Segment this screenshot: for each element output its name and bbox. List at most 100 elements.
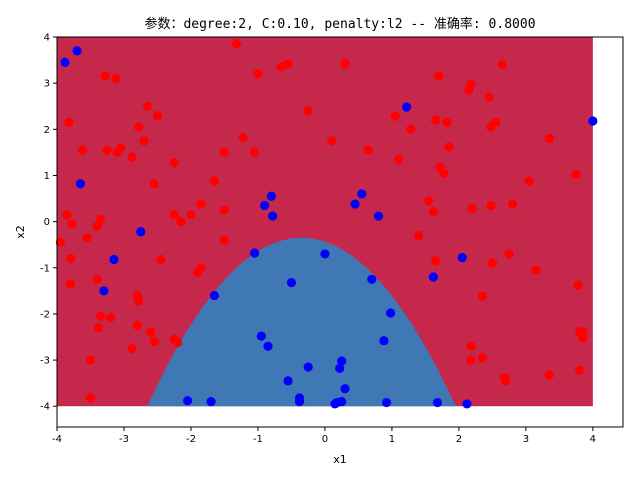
scatter-point-red (105, 313, 116, 323)
scatter-point-red (430, 256, 441, 266)
scatter-point-red (477, 291, 487, 301)
scatter-point-red (95, 311, 106, 321)
scatter-point-red (507, 199, 518, 209)
x-tick-label: -1 (253, 434, 263, 445)
scatter-point-red (169, 157, 179, 168)
scatter-point-blue (263, 341, 273, 351)
y-tick-label: 0 (44, 217, 50, 228)
scatter-point-red (466, 79, 476, 89)
scatter-point-red (444, 142, 454, 152)
scatter-point-blue (99, 286, 109, 296)
x-tick-label: -4 (52, 434, 62, 445)
scatter-point-red (249, 147, 260, 157)
scatter-point-red (55, 237, 65, 247)
scatter-point-red (92, 274, 102, 284)
scatter-point-blue (373, 211, 384, 221)
scatter-point-red (92, 221, 102, 231)
scatter-point-red (142, 101, 153, 111)
x-tick-label: -3 (119, 434, 129, 445)
scatter-point-red (127, 152, 137, 162)
scatter-point-blue (350, 199, 360, 209)
scatter-point-blue (462, 399, 472, 409)
scatter-point-blue (337, 356, 347, 366)
scatter-point-red (571, 169, 581, 180)
scatter-point-red (238, 133, 248, 143)
scatter-point-red (102, 145, 112, 155)
scatter-point-red (283, 59, 293, 69)
scatter-point-blue (303, 362, 313, 372)
y-tick-label: 1 (44, 171, 50, 182)
scatter-point-blue (136, 227, 146, 237)
scatter-point-red (196, 199, 206, 209)
plot-frame (56, 36, 624, 428)
scatter-point-red (544, 133, 554, 144)
scatter-point-blue (286, 277, 297, 288)
scatter-point-red (219, 147, 230, 157)
x-tick-label: 3 (523, 434, 529, 445)
scatter-point-red (149, 179, 159, 189)
scatter-point-red (499, 373, 510, 383)
scatter-point-red (152, 110, 163, 121)
scatter-point-red (93, 323, 104, 333)
scatter-point-blue (256, 331, 266, 341)
y-tick-label: 3 (44, 79, 50, 90)
scatter-point-red (82, 233, 92, 243)
x-tick-label: 1 (389, 434, 395, 445)
scatter-point-blue (206, 397, 216, 407)
scatter-point-red (77, 145, 88, 155)
scatter-point-blue (457, 253, 467, 263)
scatter-point-red (466, 341, 476, 351)
scatter-point-red (424, 196, 434, 206)
scatter-point-red (196, 263, 206, 273)
scatter-point-blue (367, 274, 377, 284)
scatter-point-red (414, 230, 424, 241)
scatter-point-blue (60, 57, 70, 67)
scatter-point-blue (320, 249, 330, 259)
axis-ticks: -4 -3 -2 -1 0 1 2 3 4 -4 -3 -2 -1 0 1 2 3 4 (40, 33, 596, 446)
scatter-point-red (303, 106, 313, 116)
scatter-point-blue (337, 397, 347, 407)
scatter-point-red (176, 217, 186, 227)
y-tick-label: -2 (40, 309, 50, 320)
scatter-point-red (340, 59, 350, 69)
scatter-point-blue (249, 248, 260, 258)
scatter-point-red (486, 200, 496, 211)
scatter-point-red (497, 60, 508, 70)
scatter-point-blue (428, 272, 439, 282)
scatter-point-red (439, 168, 449, 178)
scatter-point-red (544, 370, 554, 380)
y-tick-label: -3 (40, 356, 50, 367)
scatter-point-red (406, 124, 416, 134)
scatter-points (55, 39, 598, 409)
scatter-point-red (394, 154, 404, 164)
chart-title: 参数：degree:2, C:0.10, penalty:l2 -- 准确率: … (144, 16, 535, 32)
scatter-point-red (219, 205, 230, 215)
scatter-point-red (442, 117, 452, 127)
region-class-1 (147, 237, 516, 407)
y-tick-label: 2 (44, 125, 50, 136)
scatter-point-blue (209, 290, 220, 301)
scatter-point-blue (283, 376, 293, 386)
scatter-point-red (64, 117, 74, 127)
x-axis-label: x1 (333, 453, 347, 466)
scatter-point-red (484, 92, 494, 102)
scatter-point-red (219, 235, 230, 245)
scatter-point-red (430, 115, 441, 125)
scatter-point-red (477, 353, 487, 363)
scatter-point-blue (432, 397, 443, 408)
scatter-point-blue (385, 308, 396, 318)
scatter-point-blue (260, 200, 270, 211)
scatter-point-blue (72, 46, 82, 56)
scatter-point-blue (75, 179, 86, 189)
scatter-point-red (65, 279, 75, 289)
scatter-point-red (363, 145, 374, 155)
scatter-point-red (491, 117, 501, 127)
scatter-point-red (116, 143, 126, 153)
scatter-point-red (434, 71, 444, 81)
scatter-point-red (67, 219, 77, 229)
scatter-point-red (146, 327, 156, 337)
scatter-point-blue (183, 396, 193, 406)
scatter-point-red (156, 254, 166, 265)
x-tick-label: 2 (456, 434, 462, 445)
